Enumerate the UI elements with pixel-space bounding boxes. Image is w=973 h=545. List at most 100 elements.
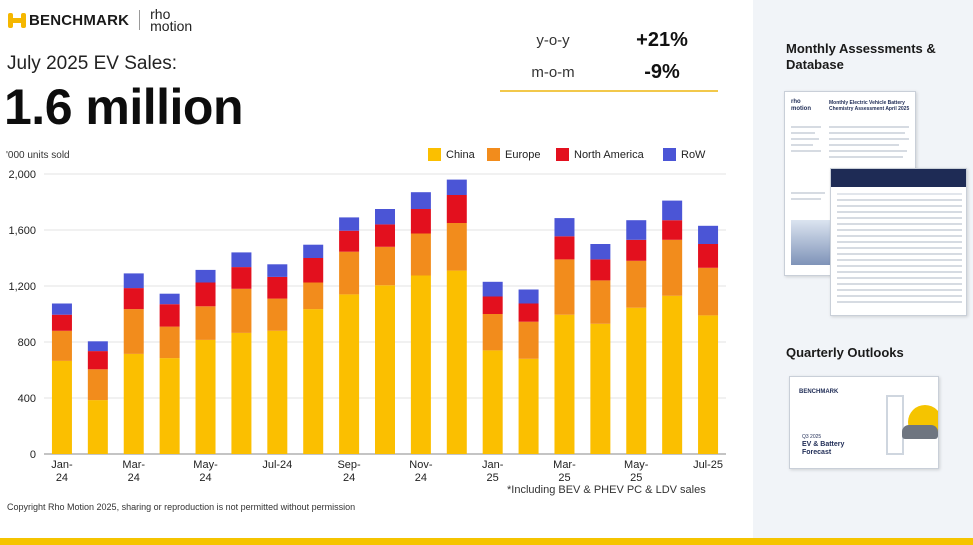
bar-row-nov-24 — [410, 192, 431, 209]
page-subtitle: July 2025 EV Sales: — [7, 53, 178, 74]
bar-china-jul-24 — [267, 330, 288, 454]
bar-north-america-jan-24 — [51, 314, 72, 331]
doc-logo: BENCHMARK — [799, 389, 839, 395]
bar-europe-may-25 — [626, 260, 647, 308]
x-tick-label: Sep-24 — [337, 459, 361, 484]
bar-north-america-may-24 — [195, 282, 216, 307]
legend-swatch-north-america — [556, 148, 569, 161]
bar-row-jan-24 — [51, 303, 72, 315]
copyright-notice: Copyright Rho Motion 2025, sharing or re… — [7, 502, 356, 512]
x-tick-label-line: Jan- — [51, 459, 73, 471]
bar-row-jun-24 — [231, 252, 252, 268]
bar-china-jun-24 — [231, 332, 252, 454]
stat-label: y-o-y — [536, 31, 570, 49]
bar-china-mar-24 — [123, 353, 144, 454]
stat-value: +21% — [636, 28, 688, 51]
rho-motion-logo: rho motion — [150, 6, 193, 34]
bar-europe-jun-25 — [662, 239, 683, 296]
bar-china-jan-25 — [482, 350, 503, 454]
bar-north-america-jun-25 — [662, 220, 683, 240]
bar-north-america-oct-24 — [375, 224, 395, 247]
bar-europe-jan-25 — [482, 314, 503, 351]
x-tick-label: May-25 — [624, 459, 649, 484]
bar-europe-jul-25 — [698, 267, 719, 316]
bar-europe-dec-24 — [446, 223, 467, 271]
doc-logo: rho motion — [791, 99, 811, 112]
bar-china-mar-25 — [554, 314, 575, 454]
x-tick-label-line: Jul-25 — [693, 459, 723, 471]
benchmark-logo: BENCHMARK — [8, 12, 129, 29]
bar-china-feb-25 — [518, 358, 539, 454]
x-tick-label-line: Nov- — [409, 459, 433, 471]
bar-china-jul-25 — [698, 315, 719, 454]
x-tick-label-line: 25 — [558, 472, 570, 484]
logo-row: BENCHMARK rho motion — [8, 6, 196, 34]
bar-europe-may-24 — [195, 306, 216, 340]
stat-label: m-o-m — [531, 63, 575, 81]
bar-north-america-sep-24 — [339, 230, 360, 252]
bar-north-america-mar-24 — [123, 288, 144, 310]
legend-swatch-china — [428, 148, 441, 161]
doc-title: EV & Battery Forecast — [802, 441, 845, 456]
legend-label: Europe — [505, 149, 540, 161]
chart-footnote: *Including BEV & PHEV PC & LDV sales — [507, 484, 706, 496]
x-tick-label-line: May- — [193, 459, 218, 471]
bar-china-apr-24 — [159, 358, 180, 454]
bar-row-feb-25 — [518, 289, 539, 304]
x-tick-label-line: 24 — [128, 472, 140, 484]
bar-europe-jan-24 — [51, 330, 72, 361]
x-tick-label: Jul-25 — [693, 459, 723, 471]
legend-swatch-europe — [487, 148, 500, 161]
bar-row-dec-24 — [446, 179, 467, 195]
bar-china-may-24 — [195, 339, 216, 454]
benchmark-wordmark: BENCHMARK — [29, 11, 130, 29]
bar-europe-oct-24 — [375, 246, 395, 286]
legend-label: North America — [574, 149, 645, 161]
bar-row-jun-25 — [662, 200, 683, 221]
bar-row-may-24 — [195, 269, 216, 283]
bar-row-feb-24 — [87, 341, 108, 352]
y-axis-label: '000 units sold — [6, 150, 70, 161]
page-headline: 1.6 million — [4, 79, 244, 135]
x-tick-label: May-24 — [193, 459, 218, 484]
bar-north-america-jun-24 — [231, 267, 252, 289]
bar-china-oct-24 — [375, 285, 395, 454]
bar-north-america-may-25 — [626, 239, 647, 261]
bar-row-aug-24 — [303, 244, 324, 258]
database-thumbnail[interactable] — [830, 168, 967, 316]
bar-row-jul-24 — [267, 264, 288, 277]
bar-europe-nov-24 — [410, 233, 431, 276]
bar-row-oct-24 — [375, 209, 395, 225]
bar-europe-apr-24 — [159, 326, 180, 359]
quarterly-outlooks-title: Quarterly Outlooks — [786, 345, 904, 360]
bar-north-america-dec-24 — [446, 195, 467, 223]
x-tick-label-line: 25 — [487, 472, 499, 484]
bar-row-apr-25 — [590, 244, 611, 260]
x-tick-label-line: Mar- — [553, 459, 576, 471]
quarterly-outlook-thumbnail[interactable]: BENCHMARK Q3 2025 EV & Battery Forecast — [789, 376, 939, 469]
x-tick-label-line: 24 — [343, 472, 355, 484]
x-tick-label: Jan-24 — [51, 459, 73, 484]
benchmark-mark-icon — [8, 12, 26, 28]
bottom-accent-bar — [0, 538, 973, 545]
bar-europe-jun-24 — [231, 288, 252, 333]
bar-row-sep-24 — [339, 217, 360, 231]
x-tick-label-line: 24 — [199, 472, 211, 484]
bar-china-nov-24 — [410, 275, 431, 454]
x-tick-label-line: 24 — [56, 472, 68, 484]
x-tick-label-line: May- — [624, 459, 649, 471]
bar-europe-sep-24 — [339, 251, 360, 295]
bar-china-aug-24 — [303, 309, 324, 454]
bar-china-jun-25 — [662, 295, 683, 454]
bar-europe-aug-24 — [303, 282, 324, 310]
bar-north-america-apr-25 — [590, 259, 611, 281]
bar-north-america-jan-25 — [482, 296, 503, 314]
doc-quarter: Q3 2025 — [802, 434, 822, 440]
stat-row-yoy: y-o-y +21% — [500, 24, 718, 56]
bar-row-jan-25 — [482, 281, 503, 297]
legend-label: China — [446, 149, 476, 161]
bar-europe-mar-24 — [123, 309, 144, 354]
bar-row-apr-24 — [159, 293, 180, 305]
x-tick-label: Jul-24 — [262, 459, 292, 471]
bar-europe-feb-24 — [87, 369, 108, 401]
